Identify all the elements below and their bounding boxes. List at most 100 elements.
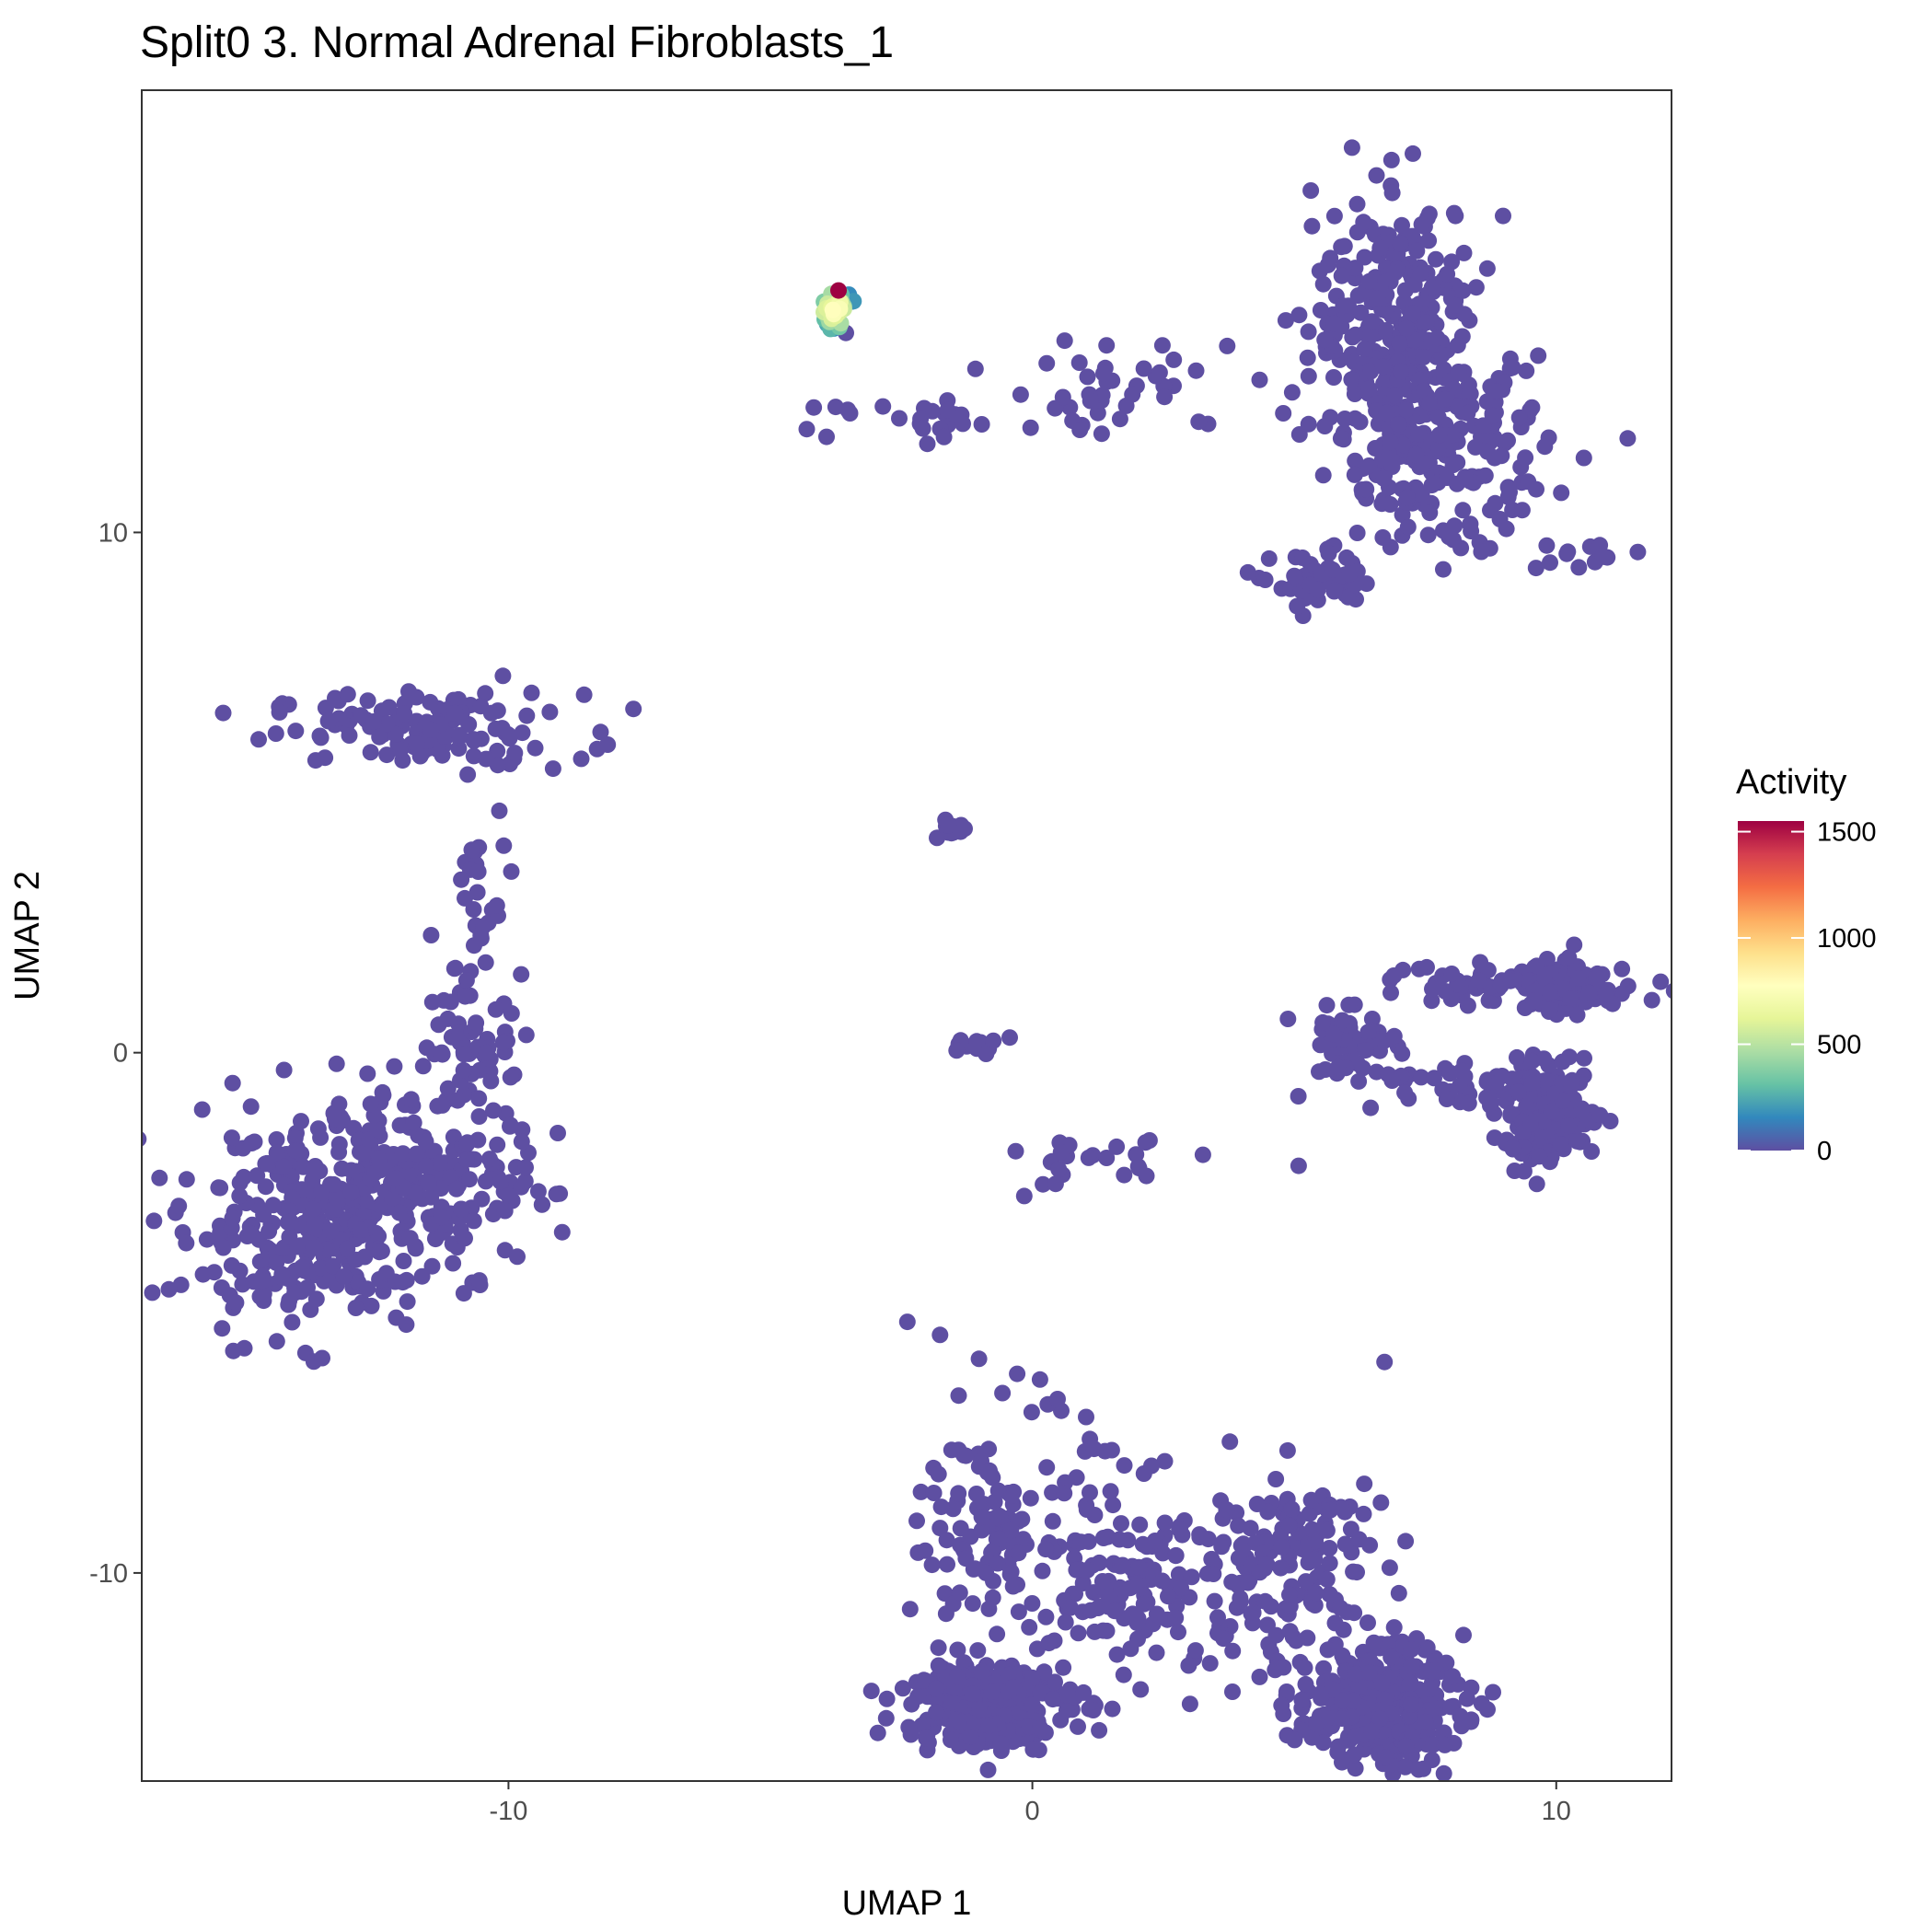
data-point — [1525, 992, 1543, 1010]
data-point — [900, 1718, 918, 1736]
data-point — [1108, 1138, 1126, 1155]
data-point — [1383, 1072, 1401, 1089]
data-point — [1035, 1175, 1052, 1193]
data-point — [1044, 1691, 1061, 1708]
data-point — [1302, 182, 1320, 199]
data-point — [1382, 984, 1399, 1001]
data-point — [1303, 217, 1321, 235]
data-point — [1336, 237, 1353, 255]
data-point — [268, 1144, 285, 1162]
data-point — [335, 1268, 353, 1285]
data-point — [1289, 597, 1306, 615]
legend-tick-label: 500 — [1817, 1031, 1861, 1060]
data-point — [434, 1096, 451, 1114]
data-point — [1275, 405, 1292, 422]
data-point — [1346, 1604, 1363, 1622]
data-point — [1070, 1718, 1086, 1735]
data-point — [480, 1151, 498, 1168]
data-point — [1333, 1710, 1350, 1727]
data-point — [1086, 1623, 1104, 1640]
data-point — [1347, 1728, 1364, 1745]
data-point — [439, 1010, 457, 1027]
data-point — [1232, 1590, 1249, 1607]
y-axis-title: UMAP 2 — [8, 871, 47, 1001]
data-point — [357, 1193, 375, 1209]
data-point — [1439, 265, 1456, 283]
data-point — [1430, 426, 1448, 444]
data-point — [1156, 1514, 1174, 1532]
data-point — [1021, 1618, 1038, 1636]
data-point — [352, 1221, 369, 1239]
data-point — [1455, 1626, 1472, 1644]
data-point — [1479, 443, 1497, 460]
legend-tick-label: 0 — [1817, 1137, 1832, 1166]
data-point — [417, 1157, 434, 1174]
data-point — [1488, 383, 1506, 400]
data-point — [1429, 330, 1446, 347]
data-point — [1260, 550, 1278, 567]
data-point — [952, 1520, 969, 1537]
data-point — [1280, 1517, 1298, 1534]
data-point — [1382, 434, 1399, 451]
data-point — [1491, 511, 1509, 527]
data-point — [1333, 267, 1350, 284]
data-point — [1393, 363, 1409, 380]
data-point — [286, 1284, 304, 1301]
data-point — [433, 1180, 449, 1197]
data-point — [1379, 1636, 1396, 1653]
data-point — [1347, 452, 1364, 469]
data-point — [1190, 413, 1208, 431]
data-point — [417, 1133, 434, 1151]
data-point — [1399, 518, 1417, 536]
data-point — [973, 416, 990, 433]
data-point — [227, 1294, 245, 1312]
data-point — [980, 1717, 998, 1734]
data-point — [1281, 1623, 1299, 1640]
data-point — [894, 1680, 911, 1697]
data-point — [1360, 380, 1378, 398]
data-point — [283, 1189, 301, 1207]
data-point — [1300, 415, 1317, 433]
data-point — [328, 1189, 345, 1207]
data-point — [271, 703, 288, 721]
data-point — [253, 1272, 271, 1290]
data-point — [1290, 307, 1308, 324]
data-point — [1023, 1404, 1040, 1421]
data-point — [433, 1209, 450, 1226]
data-point — [1251, 371, 1268, 388]
data-point — [224, 1209, 241, 1227]
data-point — [1430, 439, 1447, 457]
data-point — [950, 1485, 967, 1502]
data-point — [1334, 1647, 1351, 1664]
data-point — [1024, 1741, 1042, 1758]
data-point — [1322, 1501, 1339, 1519]
data-point — [1575, 449, 1592, 467]
data-point — [1332, 430, 1349, 447]
data-point — [1059, 1702, 1075, 1719]
data-point — [983, 1683, 1001, 1701]
data-point — [1523, 399, 1541, 416]
data-point — [994, 1384, 1012, 1402]
data-point — [862, 1683, 880, 1700]
data-point — [1306, 1550, 1324, 1568]
data-point — [1329, 1059, 1347, 1076]
data-point — [1049, 1391, 1066, 1407]
data-point — [1453, 1062, 1471, 1080]
data-point — [1079, 1561, 1096, 1579]
data-point — [1001, 1029, 1018, 1047]
data-point — [1459, 404, 1476, 422]
data-point — [1075, 1683, 1093, 1701]
data-point — [1614, 960, 1631, 978]
data-point — [1413, 1069, 1429, 1086]
data-point — [1173, 1579, 1189, 1597]
data-point — [325, 1175, 342, 1193]
data-point — [1356, 341, 1373, 357]
data-point — [342, 1184, 360, 1201]
data-point — [413, 1267, 431, 1285]
data-point — [1050, 1161, 1068, 1178]
data-point — [305, 1200, 322, 1218]
data-point — [968, 1034, 986, 1051]
data-point — [1143, 1457, 1160, 1475]
data-point — [494, 667, 512, 685]
data-point — [1652, 973, 1670, 990]
